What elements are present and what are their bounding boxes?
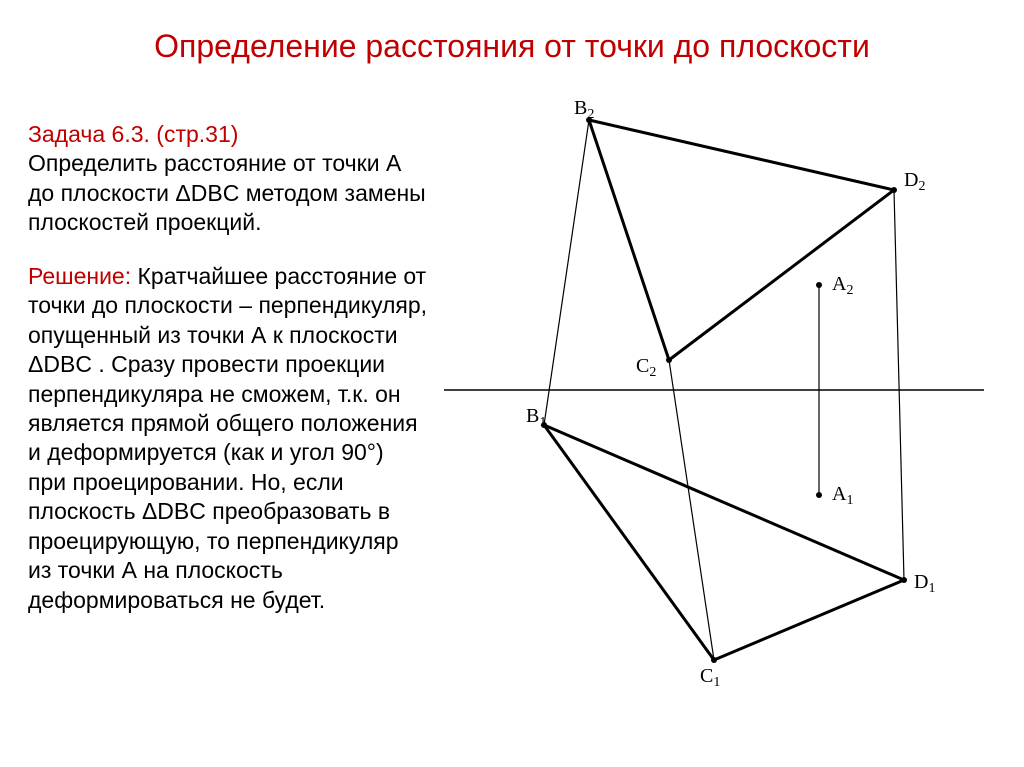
point-D1: [901, 577, 907, 583]
point-C1: [711, 657, 717, 663]
label-A1: A1: [832, 483, 853, 508]
label-D1: D1: [914, 571, 935, 596]
page-root: Определение расстояния от точки до плоск…: [0, 0, 1024, 767]
point-C2: [666, 357, 672, 363]
projector-B2-B1: [544, 120, 589, 425]
edge-B2-D2: [589, 120, 894, 190]
projector-D2-D1: [894, 190, 904, 580]
point-D2: [891, 187, 897, 193]
label-A2: A2: [832, 273, 853, 298]
solution-label: Решение:: [28, 263, 131, 289]
label-B2: B2: [574, 100, 594, 122]
page-title: Определение расстояния от точки до плоск…: [0, 28, 1024, 65]
label-D2: D2: [904, 169, 925, 194]
problem-label: Задача 6.3. (стр.31): [28, 121, 238, 147]
projector-C2-C1: [669, 360, 714, 660]
solution-paragraph: Решение: Кратчайшее расстояние от точки …: [28, 262, 428, 615]
edge-D1-C1: [714, 580, 904, 660]
point-A2: [816, 282, 822, 288]
problem-paragraph: Задача 6.3. (стр.31) Определить расстоян…: [28, 120, 428, 238]
geometry-diagram: B2 D2 C2 A2 B1 D1 C1 A1: [444, 100, 984, 720]
label-B1: B1: [526, 405, 546, 430]
edge-C2-B2: [589, 120, 669, 360]
label-C1: C1: [700, 665, 720, 690]
problem-text-block: Задача 6.3. (стр.31) Определить расстоян…: [28, 120, 428, 615]
edge-D2-C2: [669, 190, 894, 360]
label-C2: C2: [636, 355, 656, 380]
point-A1: [816, 492, 822, 498]
solution-body: Кратчайшее расстояние от точки до плоско…: [28, 263, 427, 613]
problem-body: Определить расстояние от точки А до плос…: [28, 150, 426, 235]
